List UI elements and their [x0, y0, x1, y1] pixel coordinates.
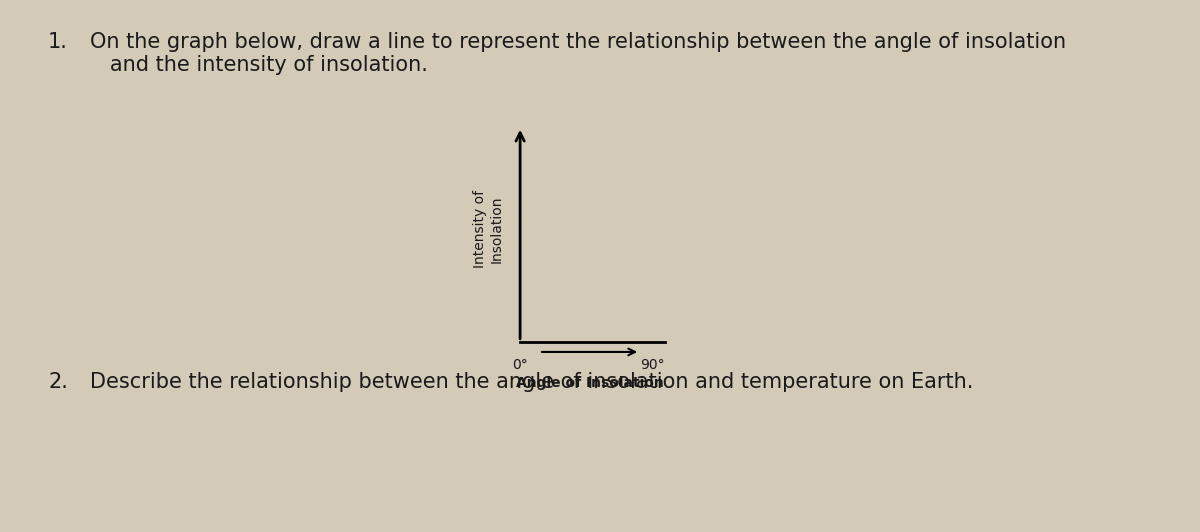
Text: 2.: 2. [48, 372, 68, 393]
Text: Intensity of
Insolation: Intensity of Insolation [474, 190, 504, 268]
Text: 0°: 0° [512, 358, 528, 372]
Text: On the graph below, draw a line to represent the relationship between the angle : On the graph below, draw a line to repre… [90, 32, 1066, 75]
Text: 90°: 90° [641, 358, 665, 372]
Text: Angle of Insolation: Angle of Insolation [516, 377, 664, 390]
Text: 1.: 1. [48, 32, 68, 52]
Text: Describe the relationship between the angle of insolation and temperature on Ear: Describe the relationship between the an… [90, 372, 973, 393]
